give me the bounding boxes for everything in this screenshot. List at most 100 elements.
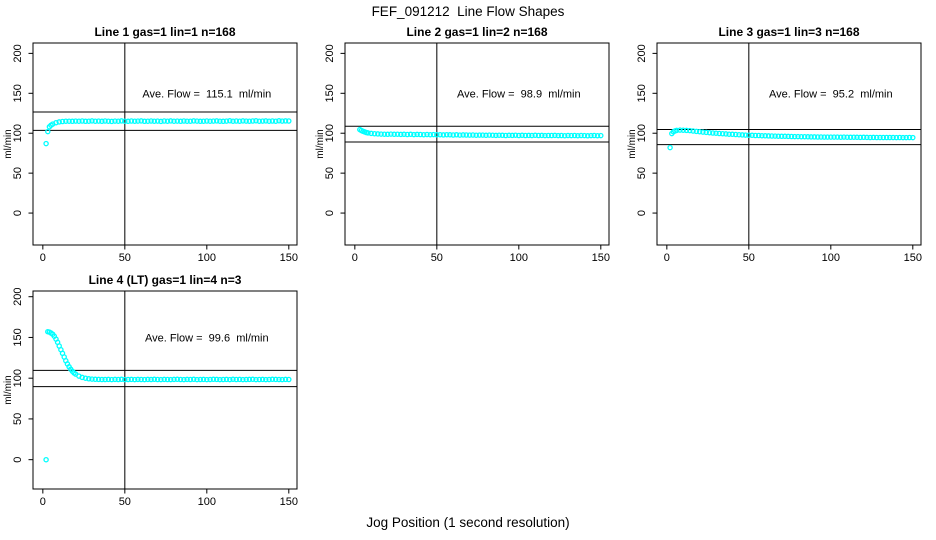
data-point: [427, 131, 434, 138]
data-points: [357, 126, 604, 139]
data-point: [762, 133, 768, 139]
data-point: [873, 134, 880, 141]
x-tick-label: 0: [40, 252, 46, 264]
data-point: [161, 376, 167, 383]
data-point: [108, 376, 115, 383]
data-point: [220, 118, 226, 125]
data-point: [187, 118, 194, 124]
data-point: [828, 134, 834, 140]
data-point: [808, 134, 814, 140]
data-point: [831, 134, 837, 140]
data-point: [145, 376, 151, 383]
data-point: [690, 128, 696, 134]
data-point: [128, 118, 135, 124]
data-point: [851, 134, 857, 140]
x-tick-label: 150: [280, 496, 298, 508]
data-point: [506, 132, 512, 139]
subplot-line-3-canvas: Line 3 gas=1 lin=3 n=168 0 50 100 150 0 50 100 1…: [627, 25, 922, 264]
data-point: [388, 131, 394, 137]
data-point: [233, 118, 240, 124]
subplot-title: Line 4 (LT) gas=1 lin=4 n=3: [89, 273, 242, 287]
data-point: [135, 376, 141, 383]
x-tick-label: 100: [198, 252, 216, 264]
data-point: [483, 132, 489, 139]
data-point: [522, 132, 529, 139]
data-point: [598, 132, 604, 139]
y-axis-label: ml/min: [3, 375, 14, 404]
data-points: [43, 328, 292, 463]
data-point: [867, 134, 873, 141]
data-point: [706, 129, 713, 136]
data-point: [161, 118, 167, 124]
data-point: [719, 130, 726, 137]
data-point: [230, 118, 236, 124]
data-point: [732, 131, 739, 138]
y-tick-label: 50: [12, 413, 24, 425]
y-tick-label: 50: [636, 167, 648, 179]
figure-xlabel: Jog Position (1 second resolution): [366, 515, 570, 530]
data-point: [171, 118, 177, 124]
x-tick-label: 150: [280, 252, 298, 264]
data-point: [279, 118, 285, 124]
data-point: [266, 376, 272, 383]
data-point: [700, 129, 706, 135]
data-point: [240, 118, 246, 124]
data-point: [282, 376, 289, 383]
data-point: [778, 133, 785, 140]
subplot-line-2-canvas: Line 2 gas=1 lin=2 n=168 0 50 100 150 0 50 100 1…: [315, 25, 610, 264]
data-point: [542, 132, 548, 139]
data-point: [259, 376, 266, 383]
data-point: [499, 132, 506, 139]
data-point: [716, 130, 723, 137]
data-point: [266, 118, 272, 124]
y-axis-label: ml/min: [3, 129, 14, 158]
data-point: [371, 130, 378, 137]
data-point: [79, 118, 85, 124]
data-point: [190, 118, 197, 124]
plot-box: [32, 42, 298, 246]
ave-flow-annotation: Ave. Flow = 95.2 ml/min: [769, 88, 893, 100]
data-point: [151, 376, 158, 383]
data-point: [145, 118, 151, 124]
data-point: [243, 118, 249, 124]
data-point: [76, 118, 82, 124]
data-point: [154, 376, 161, 383]
data-point: [112, 376, 118, 383]
data-point: [811, 134, 818, 140]
x-tick-label: 100: [198, 496, 216, 508]
data-point: [525, 132, 532, 139]
data-point: [233, 376, 240, 383]
data-point: [890, 134, 896, 141]
data-point: [710, 130, 716, 136]
data-point: [552, 132, 558, 139]
data-point: [375, 131, 381, 137]
subplot-line-1: Line 1 gas=1 lin=1 n=168 0 50 100 150 0 50 100 1…: [0, 22, 312, 270]
data-point: [190, 376, 197, 383]
data-point: [184, 376, 190, 383]
data-point: [854, 134, 860, 141]
data-point: [164, 376, 171, 383]
data-point: [253, 118, 259, 124]
data-point: [496, 132, 502, 138]
data-point: [749, 132, 755, 139]
data-point: [571, 132, 578, 139]
data-point: [187, 376, 194, 383]
data-point: [417, 131, 424, 138]
data-point: [82, 375, 89, 381]
data-point: [516, 132, 522, 139]
data-point: [910, 134, 916, 141]
data-point: [791, 133, 798, 140]
data-point: [561, 132, 568, 139]
y-tick-label: 100: [12, 369, 24, 387]
data-point: [696, 128, 703, 135]
data-point: [177, 376, 184, 383]
data-point: [693, 128, 700, 135]
data-point: [223, 376, 230, 383]
data-point: [95, 376, 102, 383]
data-point: [217, 376, 223, 383]
data-point: [440, 132, 447, 138]
data-point: [394, 131, 401, 137]
data-point: [66, 118, 72, 124]
data-point: [437, 131, 443, 138]
data-point: [584, 133, 591, 139]
